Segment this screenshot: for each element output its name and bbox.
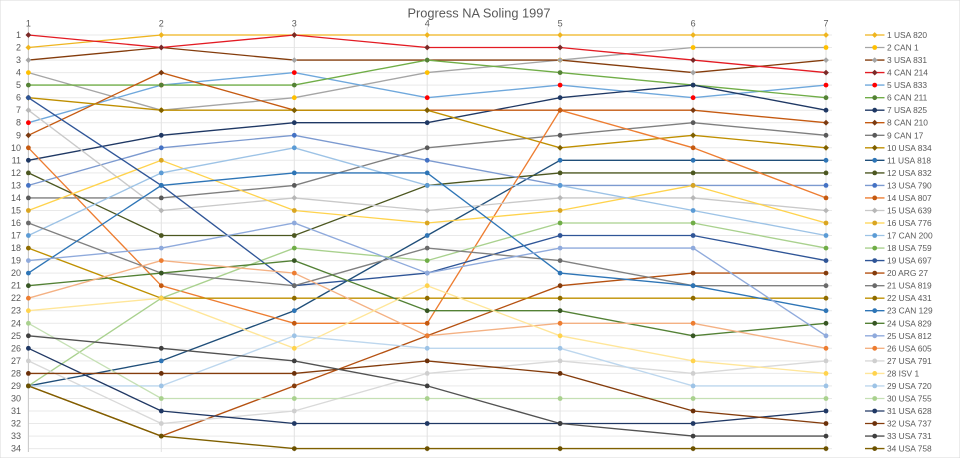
svg-text:25: 25	[11, 331, 21, 341]
svg-text:4: 4	[425, 19, 430, 29]
svg-text:24 USA 829: 24 USA 829	[887, 318, 932, 328]
svg-text:21: 21	[11, 281, 21, 291]
svg-text:27: 27	[11, 356, 21, 366]
svg-text:30 USA 755: 30 USA 755	[887, 394, 932, 404]
svg-text:32: 32	[11, 419, 21, 429]
svg-text:1: 1	[26, 19, 31, 29]
svg-text:31 USA 628: 31 USA 628	[887, 406, 932, 416]
svg-text:3: 3	[16, 55, 21, 65]
svg-text:23: 23	[11, 306, 21, 316]
svg-text:14: 14	[11, 193, 21, 203]
svg-text:16: 16	[11, 218, 21, 228]
svg-text:11: 11	[12, 155, 21, 165]
svg-text:17 CAN 200: 17 CAN 200	[887, 231, 933, 241]
svg-text:7: 7	[823, 19, 828, 29]
svg-text:10: 10	[11, 143, 21, 153]
svg-text:1 USA 820: 1 USA 820	[887, 30, 927, 40]
svg-text:24: 24	[11, 318, 21, 328]
svg-text:4 CAN 214: 4 CAN 214	[887, 68, 928, 78]
svg-text:34 USA 758: 34 USA 758	[887, 444, 932, 454]
svg-text:9 CAN 17: 9 CAN 17	[887, 130, 924, 140]
svg-text:13: 13	[11, 180, 21, 190]
svg-text:7: 7	[16, 105, 21, 115]
svg-text:25 USA 812: 25 USA 812	[887, 331, 932, 341]
svg-text:18: 18	[11, 243, 21, 253]
svg-text:33 USA 731: 33 USA 731	[887, 431, 932, 441]
svg-text:29 USA 720: 29 USA 720	[887, 381, 932, 391]
svg-text:33: 33	[11, 431, 21, 441]
svg-text:14 USA 807: 14 USA 807	[887, 193, 932, 203]
svg-text:21 USA 819: 21 USA 819	[887, 281, 932, 291]
svg-text:22 USA 431: 22 USA 431	[887, 293, 932, 303]
svg-text:15 USA 639: 15 USA 639	[887, 206, 932, 216]
svg-text:17: 17	[11, 231, 21, 241]
svg-text:1: 1	[16, 30, 21, 40]
svg-text:3 USA 831: 3 USA 831	[887, 55, 927, 65]
svg-text:26 USA 605: 26 USA 605	[887, 343, 932, 353]
svg-text:11 USA 818: 11 USA 818	[887, 155, 931, 165]
svg-text:6 CAN 211: 6 CAN 211	[887, 93, 928, 103]
svg-text:2 CAN 1: 2 CAN 1	[887, 43, 919, 53]
svg-text:27 USA 791: 27 USA 791	[887, 356, 932, 366]
svg-text:26: 26	[11, 343, 21, 353]
svg-text:31: 31	[11, 406, 21, 416]
svg-text:8 CAN 210: 8 CAN 210	[887, 118, 928, 128]
svg-text:30: 30	[11, 394, 21, 404]
svg-text:12 USA 832: 12 USA 832	[887, 168, 932, 178]
svg-text:3: 3	[292, 19, 297, 29]
svg-text:Progress NA Soling 1997: Progress NA Soling 1997	[408, 6, 551, 21]
svg-text:9: 9	[16, 130, 21, 140]
svg-text:28 ISV 1: 28 ISV 1	[887, 368, 919, 378]
svg-text:22: 22	[11, 293, 21, 303]
svg-text:5 USA 833: 5 USA 833	[887, 80, 927, 90]
svg-text:2: 2	[16, 43, 21, 53]
svg-text:4: 4	[16, 68, 21, 78]
svg-text:6: 6	[691, 19, 696, 29]
svg-text:18 USA 759: 18 USA 759	[887, 243, 932, 253]
svg-text:2: 2	[159, 19, 164, 29]
svg-text:29: 29	[11, 381, 21, 391]
svg-text:16 USA 776: 16 USA 776	[887, 218, 932, 228]
svg-text:12: 12	[11, 168, 21, 178]
svg-text:19: 19	[11, 256, 21, 266]
svg-text:28: 28	[11, 368, 21, 378]
svg-text:5: 5	[16, 80, 21, 90]
svg-text:34: 34	[11, 444, 21, 454]
svg-text:19 USA 697: 19 USA 697	[887, 256, 932, 266]
svg-text:23 CAN 129: 23 CAN 129	[887, 306, 933, 316]
svg-text:32 USA 737: 32 USA 737	[887, 419, 932, 429]
svg-text:15: 15	[11, 206, 21, 216]
svg-text:7 USA 825: 7 USA 825	[887, 105, 927, 115]
svg-text:20: 20	[11, 268, 21, 278]
svg-text:10 USA 834: 10 USA 834	[887, 143, 932, 153]
svg-text:6: 6	[16, 93, 21, 103]
svg-text:13 USA 790: 13 USA 790	[887, 180, 932, 190]
svg-text:20 ARG 27: 20 ARG 27	[887, 268, 928, 278]
svg-text:5: 5	[558, 19, 563, 29]
svg-text:8: 8	[16, 118, 21, 128]
